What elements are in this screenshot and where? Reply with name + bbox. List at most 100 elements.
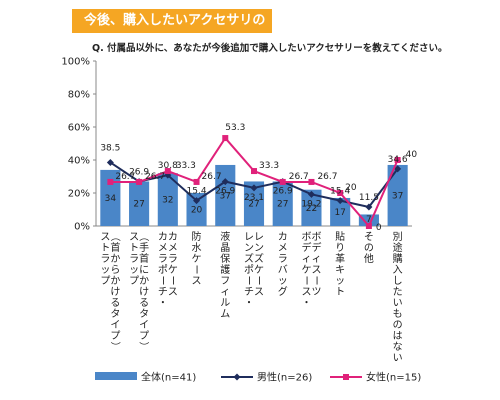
category-char: ポ <box>158 264 168 276</box>
category-char: ボ <box>311 231 321 243</box>
female-series-point <box>365 223 372 229</box>
female-value-label: 33.3 <box>259 161 279 171</box>
female-value-label: 26.7 <box>289 172 309 182</box>
bar <box>186 193 207 226</box>
category-char: ケ <box>192 253 202 265</box>
category-char: プ <box>129 275 139 287</box>
category-char: ト <box>129 243 139 254</box>
category-char: ） <box>109 342 121 352</box>
male-series-point <box>394 165 402 173</box>
female-series-point <box>337 190 344 196</box>
category-char: （ <box>109 232 121 242</box>
bar-value-label: 37 <box>220 191 231 201</box>
bar-value-label: 37 <box>392 191 403 201</box>
category-char: ・ <box>158 298 168 309</box>
category-char: ・ <box>301 298 311 309</box>
category-char: デ <box>311 241 321 254</box>
category-char: 首 <box>139 252 149 265</box>
category-char: 防 <box>192 230 202 243</box>
female-series-point <box>279 178 286 185</box>
category-char: の <box>393 320 403 331</box>
male-series-point <box>106 158 114 166</box>
category-char: か <box>110 253 120 265</box>
female-value-label: 53.3 <box>225 123 245 133</box>
legend-male-marker <box>233 373 241 381</box>
category-char: る <box>110 297 120 309</box>
category-char: デ <box>301 241 311 254</box>
category-char: ス <box>311 265 321 276</box>
male-value-label: 26.9 <box>273 187 293 197</box>
male-value-label: 15.4 <box>187 187 207 197</box>
category-char: カ <box>158 231 168 243</box>
category-char: り <box>335 242 345 254</box>
category-char: チ <box>244 286 254 298</box>
male-series-point <box>221 178 229 186</box>
category-char: プ <box>100 275 110 287</box>
category-char: ラ <box>158 253 168 265</box>
male-value-label: 15.4 <box>330 187 350 197</box>
category-char: メ <box>278 243 288 254</box>
bar <box>157 173 178 226</box>
bar <box>243 181 265 226</box>
y-tick-label: 100% <box>61 57 90 68</box>
bar-value-label: 27 <box>133 200 144 210</box>
female-series-point <box>107 178 114 185</box>
category-char: 液 <box>220 230 230 243</box>
male-value-label: 26.9 <box>129 168 149 178</box>
category-char: ン <box>244 243 254 254</box>
category-char: し <box>393 275 403 287</box>
male-value-label: 38.5 <box>100 143 120 153</box>
category-char: そ <box>364 231 374 243</box>
category-char: る <box>139 297 149 309</box>
category-char: メ <box>158 243 168 254</box>
category-char: ポ <box>244 264 254 276</box>
y-tick-label: 40% <box>68 156 90 167</box>
category-char: 入 <box>393 265 403 276</box>
category-char: ス <box>129 232 139 243</box>
category-char: ト <box>335 287 345 298</box>
y-tick-label: 20% <box>68 189 90 200</box>
male-value-label: 19.2 <box>301 199 321 209</box>
female-series-point <box>251 168 257 175</box>
category-char: の <box>364 243 374 254</box>
bar-value-label: 27 <box>277 200 288 210</box>
male-series-point <box>365 203 373 211</box>
female-value-label: 20 <box>345 183 357 193</box>
category-char: カ <box>278 231 288 243</box>
category-char: ケ <box>168 264 178 276</box>
category-char: カ <box>168 231 178 243</box>
category-char: チ <box>158 286 168 298</box>
male-series-point <box>307 190 315 198</box>
category-char: タ <box>139 308 149 320</box>
category-char: い <box>393 298 403 309</box>
male-value-label: 11.5 <box>359 193 379 203</box>
category-char: ッ <box>278 276 288 287</box>
category-char: ー <box>156 276 167 286</box>
category-char: ッ <box>335 276 345 287</box>
legend-bar-swatch <box>95 372 137 380</box>
category-char: ス <box>192 276 202 287</box>
category-char: ラ <box>278 253 288 265</box>
category-char: ズ <box>254 252 264 265</box>
category-char: け <box>110 286 120 298</box>
category-char: 購 <box>393 252 403 265</box>
y-tick-label: 60% <box>68 123 90 134</box>
category-char: 別 <box>393 231 403 243</box>
female-value-label: 26.7 <box>202 172 222 182</box>
female-series-point <box>394 157 401 163</box>
category-char: 貼 <box>335 230 345 243</box>
category-char: 保 <box>220 252 230 265</box>
category-char: 護 <box>220 263 230 276</box>
category-char: ッ <box>100 265 110 276</box>
category-char: も <box>393 308 403 320</box>
legend-male: 男性(n=26) <box>257 371 312 384</box>
category-char: ン <box>254 243 264 254</box>
female-series-point <box>193 178 200 185</box>
